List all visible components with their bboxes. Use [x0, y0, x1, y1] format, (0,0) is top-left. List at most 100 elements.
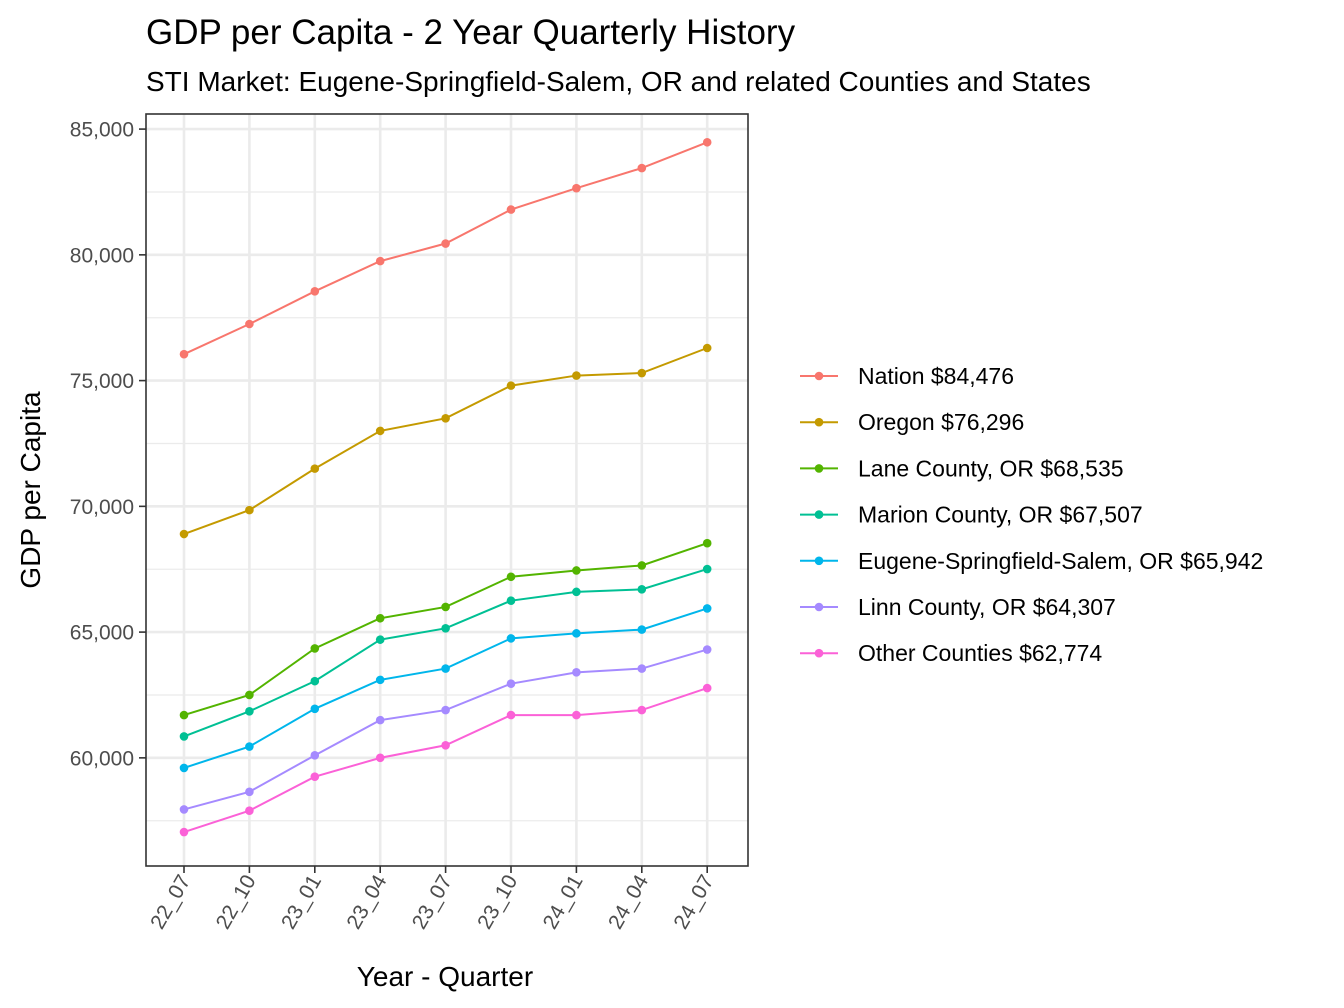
data-point: [245, 742, 254, 751]
x-axis-title: Year - Quarter: [357, 961, 533, 992]
legend-label: Eugene-Springfield-Salem, OR $65,942: [858, 548, 1263, 574]
legend-key-point: [814, 464, 824, 473]
legend-label: Other Counties $62,774: [858, 640, 1102, 666]
data-point: [637, 368, 647, 378]
data-point: [637, 705, 647, 715]
series-points: [179, 137, 712, 837]
data-point: [702, 645, 712, 654]
data-point: [441, 414, 450, 423]
x-tick-label: 22_07: [146, 871, 195, 933]
data-point: [702, 343, 712, 353]
plot-panel: [145, 113, 749, 867]
data-point: [245, 787, 254, 797]
data-point: [702, 137, 712, 147]
x-tick-label: 22_10: [212, 871, 261, 933]
data-point: [572, 566, 581, 575]
data-point: [375, 753, 385, 763]
data-point: [310, 287, 320, 296]
y-tick-label: 65,000: [70, 622, 134, 645]
data-point: [637, 163, 647, 173]
data-point: [506, 634, 516, 643]
y-axis-title: GDP per Capita: [15, 391, 46, 589]
legend-label: Oregon $76,296: [858, 409, 1024, 435]
data-point: [506, 572, 516, 582]
data-point: [179, 349, 189, 359]
data-point: [375, 675, 385, 685]
data-point: [572, 710, 581, 720]
legend-key-point: [814, 371, 824, 381]
grid: [146, 114, 748, 866]
y-axis: 60,000 65,000 70,000 75,000 80,000 85,000: [70, 119, 146, 770]
data-point: [506, 710, 516, 720]
data-point: [702, 564, 712, 574]
data-point: [572, 668, 581, 677]
data-point: [179, 763, 189, 773]
data-point: [572, 183, 581, 193]
x-axis: 22_07 22_10 23_01 23_04 23_07 23_10 24_01 24_04…: [146, 866, 719, 933]
data-point: [179, 827, 189, 837]
data-point: [702, 683, 712, 693]
y-tick-label: 75,000: [70, 370, 134, 393]
y-tick-label: 85,000: [70, 119, 134, 142]
chart-subtitle: STI Market: Eugene-Springfield-Salem, OR…: [146, 66, 1091, 97]
x-tick-label: 23_04: [342, 871, 391, 933]
legend-key-point: [814, 417, 824, 427]
legend: Nation $84,476 Oregon $76,296 Lane County,…: [800, 363, 1263, 666]
legend-label: Nation $84,476: [858, 363, 1014, 389]
data-point: [310, 464, 320, 473]
data-point: [375, 426, 385, 436]
data-point: [637, 625, 647, 634]
data-point: [506, 679, 516, 688]
data-point: [702, 604, 712, 613]
data-point: [375, 613, 385, 623]
legend-key-point: [814, 556, 824, 566]
x-tick-label: 23_10: [473, 871, 522, 933]
data-point: [179, 805, 189, 814]
x-tick-label: 24_01: [539, 871, 588, 933]
legend-label: Marion County, OR $67,507: [858, 502, 1143, 528]
data-point: [179, 710, 189, 720]
data-point: [310, 644, 320, 653]
data-point: [702, 538, 712, 548]
y-tick-label: 60,000: [70, 747, 134, 770]
x-tick-label: 24_04: [604, 871, 653, 933]
data-point: [637, 561, 647, 570]
data-point: [375, 256, 385, 266]
legend-key-point: [814, 510, 824, 519]
legend-label: Linn County, OR $64,307: [858, 594, 1116, 620]
data-point: [375, 715, 385, 725]
y-tick-label: 70,000: [70, 496, 134, 519]
data-point: [572, 629, 581, 638]
data-point: [506, 381, 516, 390]
x-tick-label: 23_01: [277, 871, 326, 933]
legend-key-point: [814, 648, 824, 658]
data-point: [441, 705, 450, 715]
data-point: [506, 205, 516, 214]
chart-title: GDP per Capita - 2 Year Quarterly Histor…: [146, 13, 796, 52]
data-point: [572, 371, 581, 380]
data-point: [441, 602, 450, 612]
data-point: [441, 239, 450, 248]
data-point: [441, 740, 450, 750]
x-tick-label: 23_07: [408, 871, 457, 933]
data-point: [245, 319, 254, 329]
data-point: [310, 751, 320, 760]
data-point: [245, 707, 254, 716]
data-point: [441, 664, 450, 673]
data-point: [310, 676, 320, 686]
data-point: [245, 806, 254, 815]
legend-key-point: [814, 602, 824, 612]
data-point: [310, 704, 320, 714]
legend-label: Lane County, OR $68,535: [858, 455, 1124, 481]
data-point: [506, 596, 516, 605]
data-point: [572, 587, 581, 597]
x-tick-label: 24_07: [669, 871, 718, 933]
data-point: [375, 635, 385, 644]
data-point: [245, 505, 254, 515]
data-point: [637, 664, 647, 673]
data-point: [310, 772, 320, 782]
data-point: [637, 585, 647, 594]
data-point: [179, 529, 189, 539]
data-point: [179, 732, 189, 741]
